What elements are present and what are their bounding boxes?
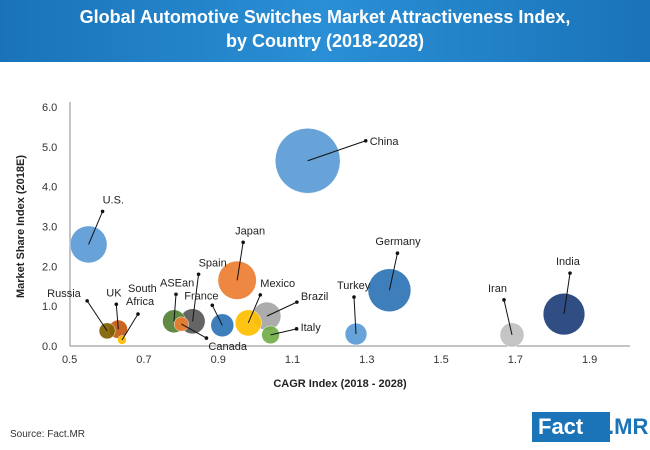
callout-line-mexico [247, 294, 261, 324]
callout-dot-russia [85, 299, 89, 303]
x-tick-label: 0.7 [136, 354, 151, 366]
data-label-italy: Italy [301, 322, 322, 334]
callout-dot-india [568, 271, 572, 275]
callout-dot-uk [114, 302, 119, 307]
callout-line-uk [115, 304, 119, 330]
chart-title-line1: Global Automotive Switches Market Attrac… [79, 7, 571, 27]
bubble-chart: 0.0 1.0 2.0 3.0 4.0 5.0 6.0 0.5 0.7 0.9 1.1 1.3 1.5 1… [15, 102, 630, 390]
callout-line-brazil [266, 301, 298, 317]
logo-mr: .MR [608, 414, 649, 439]
factmr-logo: Fact .MR [532, 412, 648, 442]
callout-line-turkey [353, 297, 357, 335]
data-label-spain: Spain [199, 257, 227, 269]
callout-line-south-africa [121, 313, 139, 341]
bubble-china [274, 127, 341, 194]
y-tick-label: 3.0 [42, 222, 57, 234]
callout-line-canada [181, 323, 207, 339]
data-label-germany: Germany [375, 236, 421, 248]
data-label-south-africa: South Africa [126, 283, 157, 308]
y-tick-label: 5.0 [42, 142, 57, 154]
bubble-south-africa [117, 335, 127, 345]
callout-dot-france [210, 303, 215, 308]
y-tick-label: 6.0 [42, 102, 57, 114]
y-tick-label: 1.0 [42, 301, 57, 313]
callout-dot-south-africa [136, 312, 140, 316]
y-axis-label: Market Share Index (2018E) [15, 155, 27, 298]
callout-dot-asean [174, 292, 178, 297]
x-tick-label: 0.5 [62, 354, 77, 366]
callout-dot-spain [196, 272, 201, 277]
logo-fact: Fact [532, 412, 610, 442]
y-tick-label: 0.0 [42, 341, 57, 353]
callout-line-u-s [88, 211, 104, 245]
data-label-canada: Canada [208, 341, 247, 353]
source-note: Source: Fact.MR [10, 429, 86, 440]
x-tick-label: 1.7 [508, 354, 523, 366]
data-label-china: China [370, 136, 400, 148]
x-tick-label: 1.5 [433, 354, 448, 366]
data-label-france: France [184, 290, 218, 302]
data-label-u-s: U.S. [103, 194, 124, 206]
x-tick-label: 0.9 [211, 354, 226, 366]
x-tick-label: 1.1 [285, 354, 300, 366]
y-tick-label: 4.0 [42, 182, 57, 194]
data-label-russia: Russia [47, 288, 82, 300]
data-label-iran: Iran [488, 283, 507, 295]
chart-header: Global Automotive Switches Market Attrac… [0, 0, 650, 62]
data-label-india: India [556, 256, 581, 268]
callout-line-japan [236, 242, 244, 281]
data-label-asean: ASEan [160, 277, 194, 289]
callout-dot-japan [241, 240, 245, 245]
callout-line-india [563, 273, 571, 315]
chart-title-line2: by Country (2018-2028) [225, 31, 425, 51]
callout-dot-canada [204, 336, 209, 340]
x-tick-label: 1.9 [582, 354, 597, 366]
callout-line-china [307, 140, 366, 162]
callout-line-germany [388, 253, 398, 291]
callout-dot-turkey [352, 295, 356, 299]
callout-dot-italy [294, 327, 299, 331]
x-axis-label: CAGR Index (2018 - 2028) [273, 378, 407, 390]
callout-dot-brazil [295, 300, 299, 304]
y-tick-label: 2.0 [42, 261, 57, 273]
callout-dot-china [363, 138, 368, 143]
callout-line-asean [173, 294, 177, 322]
callout-line-france [211, 305, 223, 326]
callout-dot-u-s [100, 209, 105, 214]
callout-dot-iran [502, 298, 506, 302]
data-label-brazil: Brazil [301, 291, 329, 303]
x-tick-label: 1.3 [359, 354, 374, 366]
callout-line-spain [192, 274, 200, 322]
callout-dot-germany [395, 251, 400, 256]
data-label-mexico: Mexico [260, 278, 295, 290]
callout-line-russia [86, 300, 108, 332]
callout-line-italy [270, 328, 297, 336]
data-label-japan: Japan [235, 225, 265, 237]
data-label-turkey: Turkey [337, 280, 371, 292]
callout-dot-mexico [258, 293, 263, 297]
callout-line-iran [503, 299, 513, 335]
data-label-uk: UK [106, 287, 122, 299]
